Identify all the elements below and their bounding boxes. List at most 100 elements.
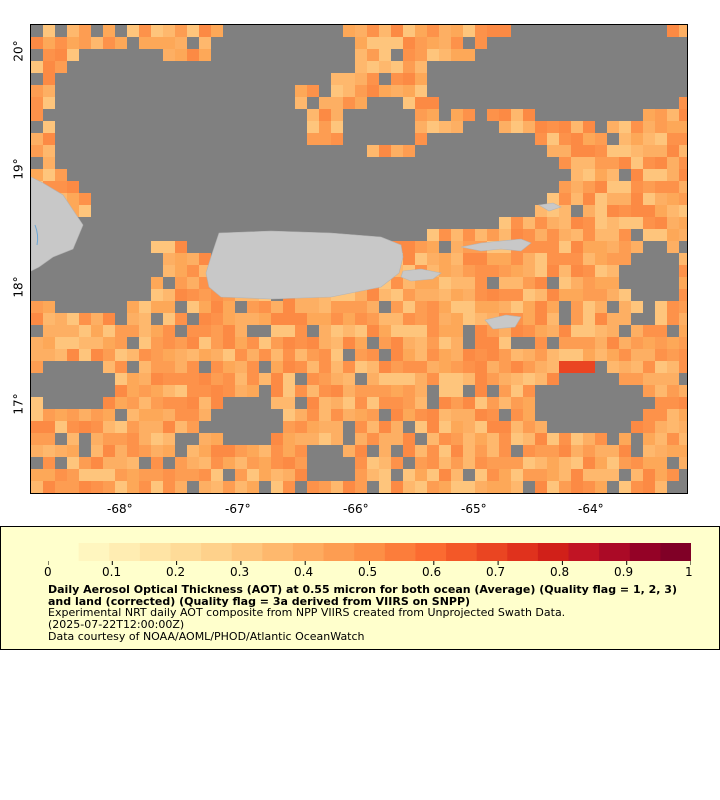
aot-cell (499, 289, 511, 301)
aot-cell (583, 445, 595, 457)
aot-cell (583, 433, 595, 445)
aot-cell (679, 361, 687, 373)
aot-cell (235, 469, 247, 481)
aot-cell (463, 361, 475, 373)
aot-cell (247, 445, 259, 457)
aot-cell (679, 109, 687, 121)
aot-cell (451, 301, 463, 313)
aot-cell (439, 25, 451, 37)
aot-cell (415, 49, 427, 61)
aot-cell (379, 481, 391, 493)
aot-cell (295, 445, 307, 457)
aot-cell (631, 457, 643, 469)
aot-cell (67, 493, 79, 494)
scale-label: 0 (44, 565, 52, 579)
aot-cell (511, 481, 523, 493)
aot-cell (67, 457, 79, 469)
aot-cell (391, 385, 403, 397)
aot-cell (175, 25, 187, 37)
legend-title: Daily Aerosol Optical Thickness (AOT) at… (48, 583, 677, 608)
aot-cell (463, 109, 475, 121)
aot-cell (415, 409, 427, 421)
aot-cell (379, 445, 391, 457)
aot-cell (163, 409, 175, 421)
lon-tick-label: -66° (343, 502, 369, 516)
aot-cell (403, 253, 415, 265)
aot-cell (571, 445, 583, 457)
aot-cell (655, 133, 667, 145)
aot-cell (607, 349, 619, 361)
aot-cell (343, 301, 355, 313)
aot-cell (487, 397, 499, 409)
aot-cell (511, 397, 523, 409)
aot-cell (307, 433, 319, 445)
aot-cell (79, 493, 91, 494)
aot-cell (163, 385, 175, 397)
aot-cell (55, 445, 67, 457)
aot-cell (139, 481, 151, 493)
aot-cell (511, 121, 523, 133)
aot-cell (163, 493, 175, 494)
aot-cell (535, 241, 547, 253)
aot-cell (319, 133, 331, 145)
aot-cell (607, 121, 619, 133)
aot-cell (679, 25, 687, 37)
aot-cell (31, 361, 43, 373)
aot-cell (559, 229, 571, 241)
scale-label: 0.2 (166, 565, 186, 579)
aot-cell (655, 145, 667, 157)
aot-cell (307, 313, 319, 325)
aot-cell (187, 253, 199, 265)
aot-cell (499, 397, 511, 409)
aot-cell (439, 481, 451, 493)
aot-cell (235, 457, 247, 469)
aot-cell (619, 217, 631, 229)
aot-cell (547, 433, 559, 445)
scale-label: 0.9 (614, 565, 634, 579)
aot-cell (619, 205, 631, 217)
aot-cell (547, 121, 559, 133)
aot-cell (379, 469, 391, 481)
aot-cell (355, 493, 367, 494)
aot-cell (199, 481, 211, 493)
aot-cell (643, 349, 655, 361)
aot-cell (67, 37, 79, 49)
aot-cell (223, 445, 235, 457)
aot-cell (43, 445, 55, 457)
aot-cell (319, 481, 331, 493)
aot-grid (31, 25, 687, 494)
aot-cell (127, 349, 139, 361)
aot-cell (223, 337, 235, 349)
color-scale-swatch (48, 543, 80, 561)
aot-cell (211, 313, 223, 325)
aot-cell (607, 205, 619, 217)
aot-cell (451, 241, 463, 253)
aot-cell (655, 385, 667, 397)
aot-cell (91, 481, 103, 493)
aot-cell (331, 361, 343, 373)
aot-cell (451, 109, 463, 121)
aot-cell (199, 409, 211, 421)
aot-cell (643, 409, 655, 421)
aot-cell (343, 481, 355, 493)
aot-cell (391, 481, 403, 493)
aot-cell (679, 301, 687, 313)
scale-label: 0.7 (486, 565, 506, 579)
aot-cell (571, 469, 583, 481)
aot-map[interactable] (30, 24, 688, 494)
aot-cell (307, 109, 319, 121)
aot-cell (67, 445, 79, 457)
aot-cell (547, 349, 559, 361)
aot-cell (427, 229, 439, 241)
aot-cell (643, 373, 655, 385)
aot-cell (187, 493, 199, 494)
aot-cell (487, 445, 499, 457)
aot-cell (667, 349, 679, 361)
aot-cell (331, 349, 343, 361)
aot-cell (163, 25, 175, 37)
aot-cell (367, 361, 379, 373)
aot-cell (667, 421, 679, 433)
aot-cell (607, 193, 619, 205)
aot-cell (547, 493, 559, 494)
color-scale-swatch (599, 543, 631, 561)
